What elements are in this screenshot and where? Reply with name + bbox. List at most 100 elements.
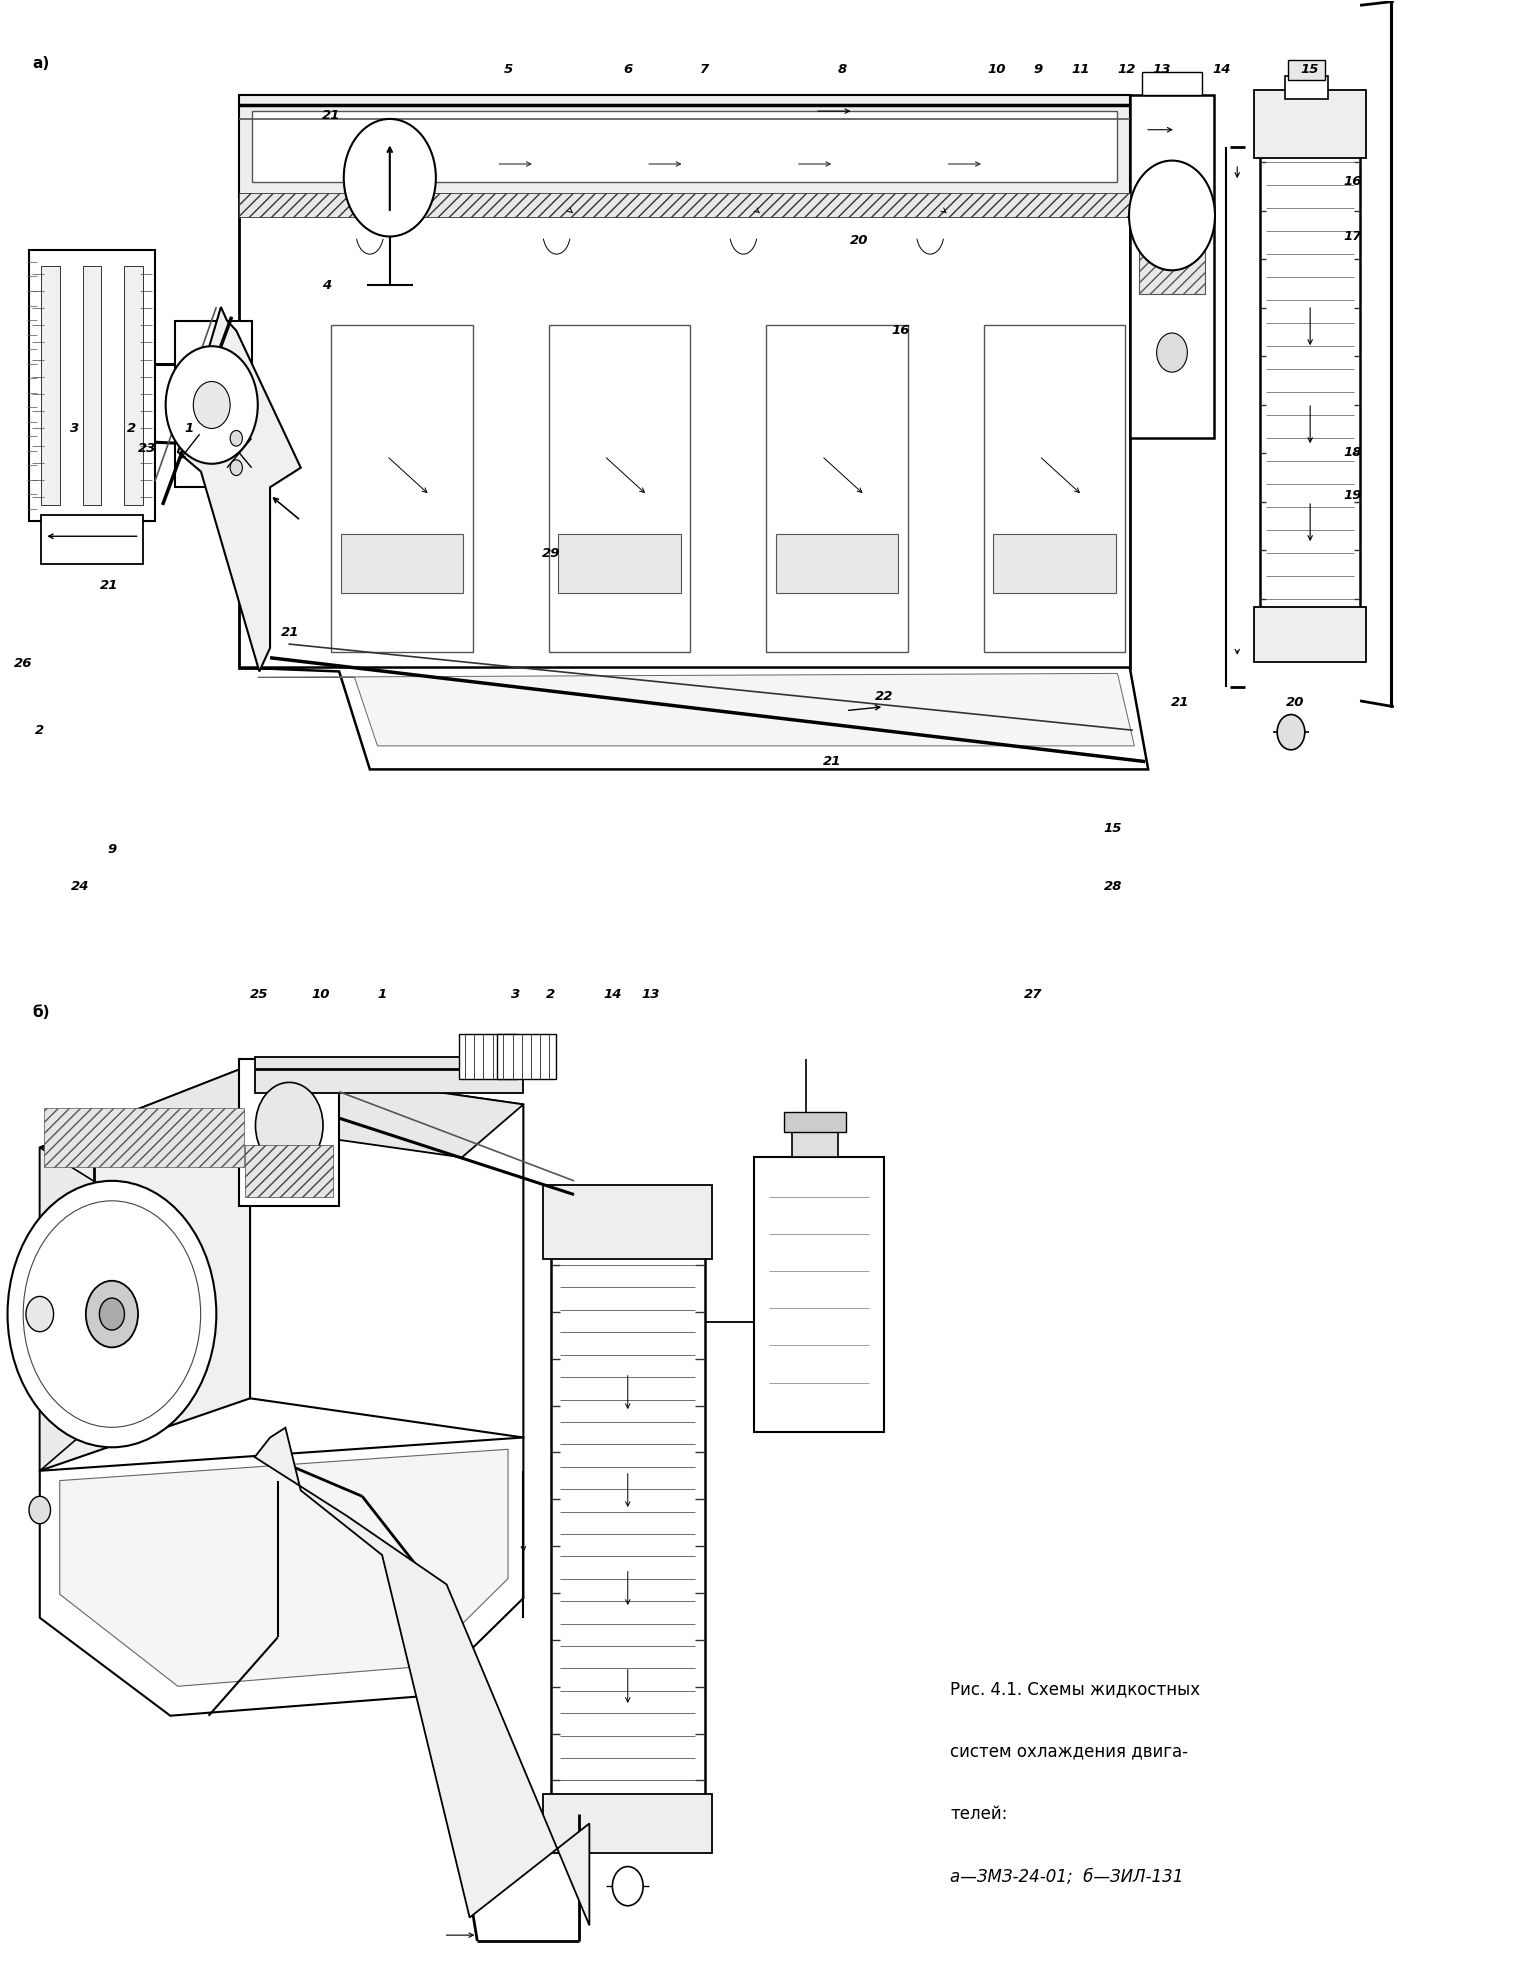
Text: 27: 27 bbox=[1024, 989, 1043, 1001]
Text: 16: 16 bbox=[1343, 175, 1361, 188]
Text: а—ЗМЗ-24-01;  б—ЗИЛ-131: а—ЗМЗ-24-01; б—ЗИЛ-131 bbox=[950, 1868, 1184, 1885]
Text: 26: 26 bbox=[14, 657, 32, 671]
Bar bbox=[332, 324, 472, 651]
Circle shape bbox=[8, 1181, 217, 1448]
Bar bbox=[1253, 90, 1366, 159]
Polygon shape bbox=[258, 673, 1135, 746]
Polygon shape bbox=[60, 1450, 508, 1685]
Bar bbox=[754, 1158, 884, 1432]
Text: 18: 18 bbox=[1343, 445, 1361, 459]
Text: 21: 21 bbox=[100, 579, 118, 593]
Text: 14: 14 bbox=[1212, 63, 1230, 77]
Text: а): а) bbox=[32, 57, 49, 71]
Bar bbox=[240, 1059, 340, 1207]
Text: 9: 9 bbox=[1034, 63, 1043, 77]
Text: 16: 16 bbox=[892, 324, 910, 337]
Bar bbox=[994, 534, 1117, 593]
Bar bbox=[497, 1034, 555, 1079]
Text: б): б) bbox=[32, 1005, 49, 1020]
Bar bbox=[175, 320, 252, 487]
Text: 19: 19 bbox=[1343, 489, 1361, 502]
Polygon shape bbox=[240, 667, 1149, 769]
Text: 1: 1 bbox=[185, 422, 194, 436]
Text: 4: 4 bbox=[323, 279, 332, 292]
Circle shape bbox=[26, 1297, 54, 1332]
Bar bbox=[42, 267, 60, 504]
Bar bbox=[125, 267, 143, 504]
Text: телей:: телей: bbox=[950, 1805, 1007, 1823]
Bar bbox=[29, 251, 155, 520]
Text: 10: 10 bbox=[312, 989, 331, 1001]
Text: 22: 22 bbox=[875, 691, 894, 704]
Circle shape bbox=[1277, 714, 1304, 749]
Bar bbox=[240, 194, 1130, 218]
Bar bbox=[1284, 77, 1327, 100]
Polygon shape bbox=[251, 1065, 523, 1438]
Text: 20: 20 bbox=[1286, 697, 1304, 710]
Text: 9: 9 bbox=[108, 844, 117, 855]
Bar bbox=[1260, 100, 1360, 657]
Text: 15: 15 bbox=[1104, 822, 1123, 834]
Bar bbox=[1140, 251, 1204, 294]
Polygon shape bbox=[37, 1328, 88, 1401]
Text: 17: 17 bbox=[1343, 230, 1361, 243]
Text: 12: 12 bbox=[1118, 63, 1137, 77]
Text: 23: 23 bbox=[138, 441, 157, 455]
Circle shape bbox=[1157, 334, 1187, 373]
Text: 13: 13 bbox=[1154, 63, 1172, 77]
Circle shape bbox=[100, 1299, 125, 1330]
Text: 6: 6 bbox=[623, 63, 632, 77]
Polygon shape bbox=[255, 1428, 589, 1925]
Text: 29: 29 bbox=[541, 547, 560, 561]
Bar bbox=[1253, 606, 1366, 661]
Bar bbox=[255, 1058, 523, 1093]
Bar bbox=[252, 112, 1118, 182]
Text: 15: 15 bbox=[1300, 63, 1318, 77]
Text: 2: 2 bbox=[546, 989, 555, 1001]
Text: 28: 28 bbox=[1104, 881, 1123, 893]
Bar bbox=[42, 514, 143, 563]
Bar bbox=[558, 534, 681, 593]
Circle shape bbox=[231, 430, 243, 445]
Bar bbox=[551, 1197, 704, 1842]
Text: 10: 10 bbox=[987, 63, 1006, 77]
Polygon shape bbox=[178, 306, 301, 671]
Bar bbox=[775, 534, 898, 593]
Text: 14: 14 bbox=[603, 989, 621, 1001]
Polygon shape bbox=[40, 1065, 251, 1472]
Circle shape bbox=[1129, 161, 1215, 271]
Text: 3: 3 bbox=[511, 989, 520, 1001]
Circle shape bbox=[29, 1497, 51, 1524]
Circle shape bbox=[23, 1201, 200, 1426]
Circle shape bbox=[345, 120, 435, 237]
Text: 25: 25 bbox=[251, 989, 269, 1001]
Text: 1: 1 bbox=[377, 989, 386, 1001]
Text: 8: 8 bbox=[838, 63, 847, 77]
Bar bbox=[240, 96, 1130, 198]
Text: 13: 13 bbox=[641, 989, 660, 1001]
Circle shape bbox=[166, 345, 258, 463]
Text: 2: 2 bbox=[35, 724, 45, 736]
Bar bbox=[766, 324, 907, 651]
Polygon shape bbox=[40, 1065, 523, 1158]
Polygon shape bbox=[40, 1438, 523, 1715]
Text: 7: 7 bbox=[700, 63, 709, 77]
Bar bbox=[784, 1112, 846, 1132]
Text: 21: 21 bbox=[1172, 697, 1190, 710]
Circle shape bbox=[231, 459, 243, 475]
Bar bbox=[543, 1793, 712, 1852]
Circle shape bbox=[255, 1083, 323, 1169]
Bar bbox=[792, 1128, 838, 1158]
Bar bbox=[1130, 96, 1213, 438]
Bar bbox=[45, 1109, 245, 1167]
Text: 11: 11 bbox=[1072, 63, 1090, 77]
Polygon shape bbox=[43, 1218, 100, 1283]
Text: 21: 21 bbox=[323, 108, 341, 122]
Circle shape bbox=[95, 1264, 158, 1344]
Text: 20: 20 bbox=[851, 233, 869, 247]
Text: 3: 3 bbox=[71, 422, 80, 436]
Text: 21: 21 bbox=[281, 626, 300, 640]
Bar bbox=[246, 1146, 334, 1197]
Bar bbox=[984, 324, 1126, 651]
Bar bbox=[1287, 61, 1324, 80]
